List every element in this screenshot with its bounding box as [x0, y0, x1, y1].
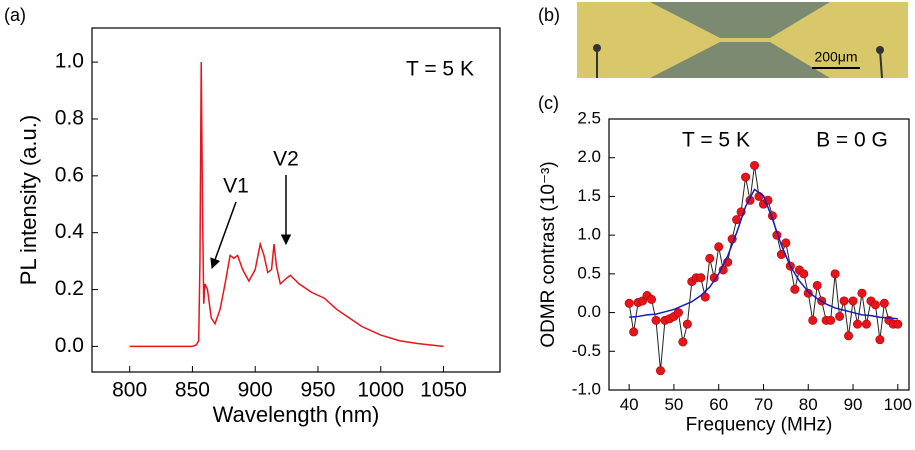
y-tick-label: 2.5	[577, 108, 601, 127]
y-tick-label: -1.0	[572, 379, 601, 398]
data-point	[651, 315, 661, 325]
data-point	[879, 298, 889, 308]
panel-label: (b)	[538, 5, 560, 25]
x-tick-label: 80	[799, 395, 818, 414]
panel-label: (a)	[4, 5, 26, 25]
annotation: T = 5 K	[682, 129, 750, 152]
data-point	[808, 315, 818, 325]
data-point	[853, 319, 863, 329]
x-tick-label: 40	[620, 395, 639, 414]
annotation: B = 0 G	[816, 129, 888, 152]
y-tick-label: 1.0	[55, 50, 84, 73]
data-point	[812, 280, 822, 290]
plot-frame	[608, 118, 910, 391]
data-point	[803, 288, 813, 298]
scale-bar-label: 200μm	[814, 49, 857, 65]
data-point	[705, 253, 715, 263]
y-tick-label: 1.5	[577, 186, 601, 205]
annotation: V1	[223, 175, 249, 198]
x-tick-label: 950	[300, 378, 335, 401]
y-tick-label: 0.6	[55, 163, 84, 186]
data-point	[754, 191, 764, 201]
x-tick-label: 900	[238, 378, 273, 401]
data-point	[799, 269, 809, 279]
data-point	[870, 300, 880, 310]
x-tick-label: 100	[884, 395, 912, 414]
y-tick-label: 0.0	[577, 302, 601, 321]
y-axis-label: PL intensity (a.u.)	[16, 115, 41, 285]
data-point	[844, 331, 854, 341]
data-point	[682, 319, 692, 329]
x-tick-label: 90	[844, 395, 863, 414]
x-tick-label: 850	[175, 378, 210, 401]
x-tick-label: 800	[112, 378, 147, 401]
x-tick-label: 60	[709, 395, 728, 414]
y-tick-label: 2.0	[577, 147, 601, 166]
y-tick-label: 0.5	[577, 263, 601, 282]
data-point	[714, 242, 724, 252]
data-point	[861, 319, 871, 329]
data-point	[709, 273, 719, 283]
y-tick-label: 0.0	[55, 334, 84, 357]
data-point	[839, 296, 849, 306]
arrow	[210, 201, 237, 269]
data-point	[700, 292, 710, 302]
x-axis-label: Frequency (MHz)	[686, 415, 833, 436]
data-point	[830, 269, 840, 279]
data-point	[781, 238, 791, 248]
y-tick-label: 0.8	[55, 107, 84, 130]
panel-label: (c)	[538, 93, 559, 113]
x-tick-label: 70	[754, 395, 773, 414]
data-line	[629, 188, 898, 320]
data-point	[893, 319, 903, 329]
data-point	[696, 273, 706, 283]
data-point	[750, 160, 760, 170]
data-point	[673, 308, 683, 318]
data-point	[629, 327, 639, 337]
data-point	[848, 296, 858, 306]
data-line	[129, 62, 444, 348]
data-point	[826, 315, 836, 325]
data-point	[835, 311, 845, 321]
micrograph	[577, 2, 908, 79]
plot-frame	[91, 27, 501, 373]
annotation: T = 5 K	[406, 58, 474, 81]
data-point	[741, 172, 751, 182]
x-tick-label: 1000	[357, 378, 404, 401]
data-point	[790, 284, 800, 294]
y-tick-label: 0.2	[55, 277, 84, 300]
data-point	[647, 294, 657, 304]
y-axis-label: ODMR contrast (10⁻³)	[538, 161, 559, 347]
data-point	[624, 298, 634, 308]
y-tick-label: -0.5	[572, 341, 601, 360]
y-tick-label: 1.0	[577, 225, 601, 244]
data-point	[655, 366, 665, 376]
annotation: V2	[273, 148, 299, 171]
data-point	[678, 337, 688, 347]
data-point	[857, 288, 867, 298]
y-tick-label: 0.4	[55, 220, 85, 243]
x-tick-label: 1050	[420, 378, 467, 401]
data-point	[875, 335, 885, 345]
x-tick-label: 50	[664, 395, 683, 414]
x-axis-label: Wavelength (nm)	[213, 402, 380, 427]
